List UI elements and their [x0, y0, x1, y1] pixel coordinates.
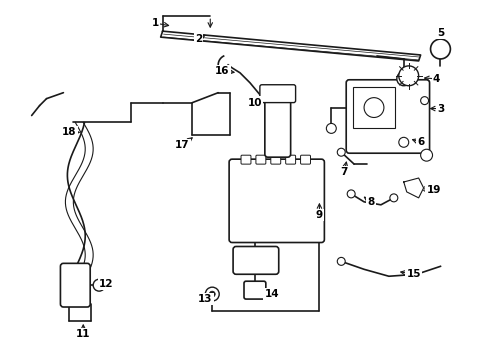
- Polygon shape: [352, 87, 394, 129]
- Text: 4: 4: [432, 74, 439, 84]
- Text: 19: 19: [426, 185, 440, 195]
- Text: 18: 18: [62, 127, 77, 138]
- Circle shape: [93, 279, 105, 291]
- FancyBboxPatch shape: [241, 155, 250, 164]
- Text: 10: 10: [247, 98, 262, 108]
- Text: 1: 1: [152, 18, 159, 28]
- FancyBboxPatch shape: [229, 159, 324, 243]
- Text: 9: 9: [315, 210, 322, 220]
- Text: 14: 14: [264, 289, 279, 299]
- FancyBboxPatch shape: [346, 80, 428, 153]
- FancyBboxPatch shape: [270, 155, 280, 164]
- Text: 16: 16: [215, 66, 229, 76]
- Text: 3: 3: [436, 104, 443, 113]
- Circle shape: [205, 287, 219, 301]
- Circle shape: [337, 148, 345, 156]
- Text: 12: 12: [99, 279, 113, 289]
- Text: 2: 2: [194, 34, 202, 44]
- Text: 13: 13: [198, 294, 212, 304]
- Circle shape: [389, 194, 397, 202]
- Polygon shape: [161, 31, 420, 61]
- Circle shape: [398, 137, 408, 147]
- Text: 17: 17: [175, 140, 189, 150]
- Text: 5: 5: [436, 28, 443, 38]
- Circle shape: [396, 72, 410, 86]
- Circle shape: [364, 98, 383, 117]
- Circle shape: [346, 190, 354, 198]
- FancyBboxPatch shape: [300, 155, 310, 164]
- Text: 6: 6: [416, 137, 424, 147]
- Text: 7: 7: [340, 167, 347, 177]
- Polygon shape: [403, 178, 423, 198]
- Circle shape: [209, 291, 215, 297]
- FancyBboxPatch shape: [61, 264, 90, 307]
- Text: 11: 11: [76, 329, 90, 339]
- FancyBboxPatch shape: [259, 85, 295, 103]
- Circle shape: [420, 96, 427, 105]
- Text: 15: 15: [406, 269, 420, 279]
- FancyBboxPatch shape: [255, 155, 265, 164]
- FancyBboxPatch shape: [285, 155, 295, 164]
- Circle shape: [325, 123, 336, 133]
- Circle shape: [429, 39, 449, 59]
- Circle shape: [398, 66, 418, 86]
- Text: 8: 8: [366, 197, 374, 207]
- Circle shape: [420, 149, 432, 161]
- Circle shape: [337, 257, 345, 265]
- FancyBboxPatch shape: [264, 96, 290, 157]
- FancyBboxPatch shape: [244, 281, 265, 299]
- FancyBboxPatch shape: [233, 247, 278, 274]
